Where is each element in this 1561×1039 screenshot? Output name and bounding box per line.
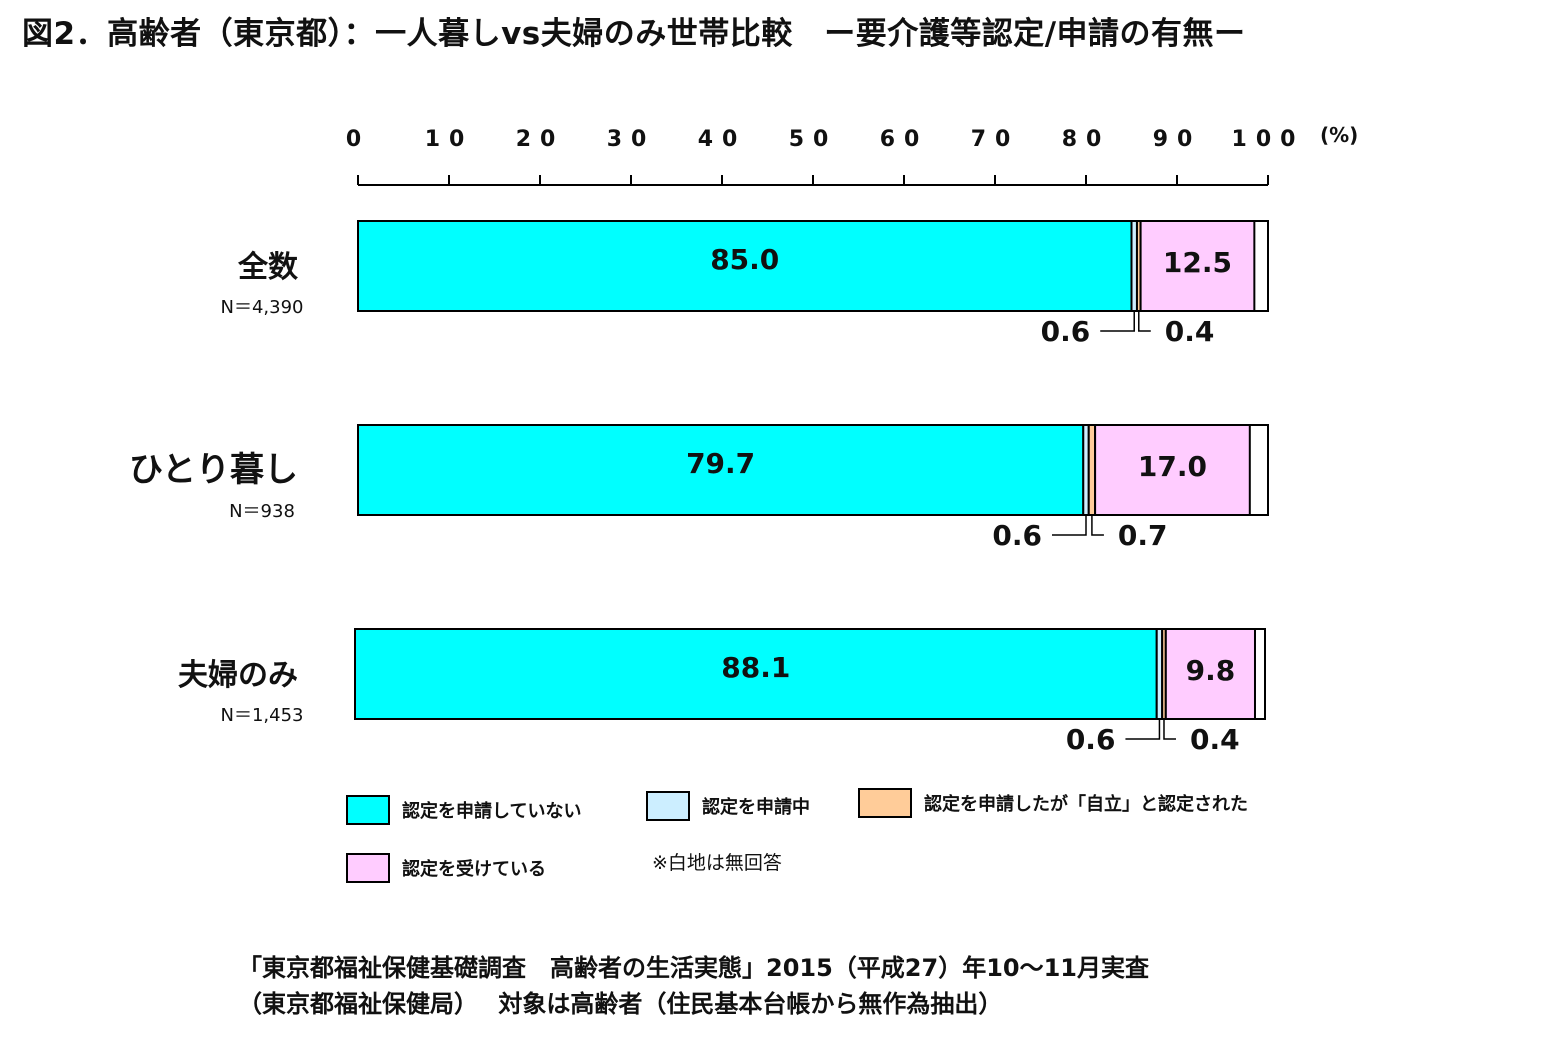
legend-label-certified: 認定を受けている bbox=[402, 859, 546, 880]
leader-line bbox=[1138, 311, 1151, 332]
legend-item-certified: 認定を受けている bbox=[346, 853, 546, 883]
x-tick-label: 30 bbox=[607, 127, 656, 152]
category-n-label: N＝938 bbox=[229, 501, 295, 522]
bar-segment bbox=[1139, 220, 1256, 312]
source-line-1: 「東京都福祉保健基礎調査 高齢者の生活実態」2015（平成27）年10～11月実… bbox=[238, 954, 1149, 982]
bar-segment bbox=[354, 628, 1158, 720]
bar-value-label: 0.4 bbox=[1165, 315, 1215, 348]
bar-value-label: 12.5 bbox=[1163, 246, 1232, 279]
bar-value-label: 9.8 bbox=[1186, 654, 1236, 687]
bar-value-label: 0.6 bbox=[1066, 723, 1116, 756]
legend-note: ※白地は無回答 bbox=[652, 852, 782, 874]
legend-label-not-applied: 認定を申請していない bbox=[402, 801, 582, 822]
leader-line bbox=[1125, 719, 1161, 740]
legend-item-independent: 認定を申請したが「自立」と認定された bbox=[858, 788, 1248, 818]
x-tick-label: 90 bbox=[1153, 127, 1202, 152]
x-tick-label: 0 bbox=[346, 127, 370, 152]
bar-value-label: 0.7 bbox=[1118, 519, 1168, 552]
legend-swatch-not-applied bbox=[346, 795, 390, 825]
x-tick-label: 100 bbox=[1232, 127, 1305, 152]
x-tick-label: 70 bbox=[971, 127, 1020, 152]
x-tick-label: 80 bbox=[1062, 127, 1111, 152]
source-note: 「東京都福祉保健基礎調査 高齢者の生活実態」2015（平成27）年10～11月実… bbox=[238, 950, 1149, 1022]
bar-value-label: 0.4 bbox=[1190, 723, 1240, 756]
leader-line bbox=[1052, 515, 1087, 536]
x-tick-label: 50 bbox=[789, 127, 838, 152]
legend-label-independent: 認定を申請したが「自立」と認定された bbox=[924, 794, 1248, 815]
category-label: 夫婦のみ bbox=[178, 658, 298, 693]
chart-title: 図2．高齢者（東京都）：一人暮しvs夫婦のみ世帯比較 ー要介護等認定/申請の有無… bbox=[22, 16, 1246, 52]
source-line-2: （東京都福祉保健局） 対象は高齢者（住民基本台帳から無作為抽出） bbox=[238, 990, 1003, 1018]
legend-swatch-applying bbox=[646, 791, 690, 821]
legend-swatch-certified bbox=[346, 853, 390, 883]
bar-value-label: 88.1 bbox=[721, 651, 790, 684]
legend-label-applying: 認定を申請中 bbox=[702, 797, 810, 818]
legend-item-applying: 認定を申請中 bbox=[646, 791, 810, 821]
x-tick-label: 20 bbox=[516, 127, 565, 152]
bar-value-label: 17.0 bbox=[1138, 450, 1207, 483]
leader-line bbox=[1100, 311, 1135, 332]
x-unit-label: (%) bbox=[1320, 123, 1358, 147]
bar-value-label: 0.6 bbox=[992, 519, 1042, 552]
category-n-label: N＝4,390 bbox=[221, 297, 304, 318]
x-tick-label: 40 bbox=[698, 127, 747, 152]
bar-segment bbox=[1094, 424, 1251, 516]
bar-value-label: 0.6 bbox=[1041, 315, 1091, 348]
bar-value-label: 85.0 bbox=[710, 243, 779, 276]
x-tick-label: 60 bbox=[880, 127, 929, 152]
leader-line bbox=[1163, 719, 1176, 740]
category-label: 全数 bbox=[237, 250, 299, 285]
legend-swatch-independent bbox=[858, 788, 912, 818]
bar-segment bbox=[357, 424, 1085, 516]
legend-item-not-applied: 認定を申請していない bbox=[346, 795, 581, 825]
bar-segment bbox=[1164, 628, 1256, 720]
category-label: ひとり暮し bbox=[129, 450, 298, 490]
category-n-label: N＝1,453 bbox=[221, 705, 304, 726]
bar-value-label: 79.7 bbox=[686, 447, 755, 480]
x-tick-label: 10 bbox=[425, 127, 474, 152]
leader-line bbox=[1091, 515, 1104, 536]
